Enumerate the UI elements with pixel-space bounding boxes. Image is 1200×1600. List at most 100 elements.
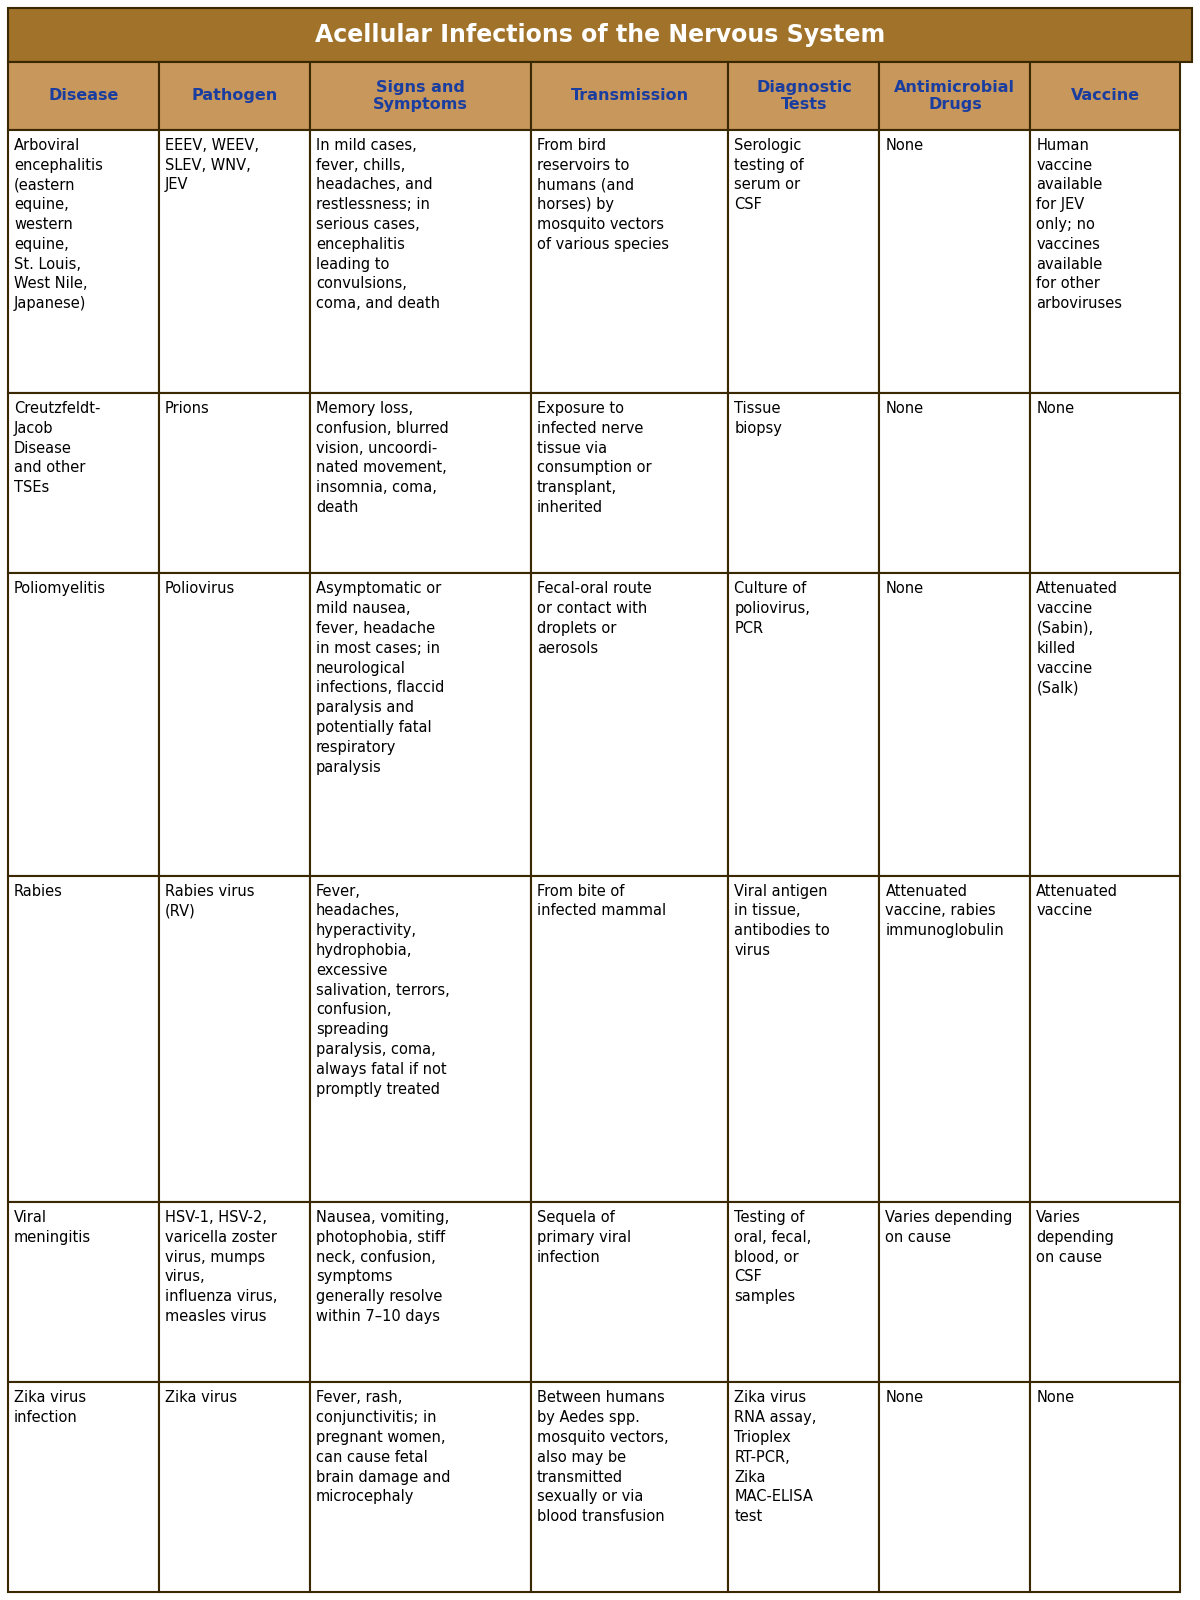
Text: Rabies virus
(RV): Rabies virus (RV) bbox=[164, 883, 254, 918]
Bar bbox=[8, 1202, 158, 1382]
Text: Fecal-oral route
or contact with
droplets or
aerosols: Fecal-oral route or contact with droplet… bbox=[536, 581, 652, 656]
Bar bbox=[728, 130, 880, 394]
Text: Viral antigen
in tissue,
antibodies to
virus: Viral antigen in tissue, antibodies to v… bbox=[734, 883, 830, 958]
Bar bbox=[158, 130, 310, 394]
Bar bbox=[310, 130, 530, 394]
Text: Varies depending
on cause: Varies depending on cause bbox=[886, 1210, 1013, 1245]
Text: Arboviral
encephalitis
(eastern
equine,
western
equine,
St. Louis,
West Nile,
Ja: Arboviral encephalitis (eastern equine, … bbox=[14, 138, 103, 312]
Bar bbox=[158, 573, 310, 875]
Text: Fever, rash,
conjunctivitis; in
pregnant women,
can cause fetal
brain damage and: Fever, rash, conjunctivitis; in pregnant… bbox=[316, 1390, 450, 1504]
Text: Testing of
oral, fecal,
blood, or
CSF
samples: Testing of oral, fecal, blood, or CSF sa… bbox=[734, 1210, 811, 1304]
Bar bbox=[158, 394, 310, 573]
Text: Nausea, vomiting,
photophobia, stiff
neck, confusion,
symptoms
generally resolve: Nausea, vomiting, photophobia, stiff nec… bbox=[316, 1210, 449, 1325]
Text: Pathogen: Pathogen bbox=[191, 88, 277, 104]
Text: Disease: Disease bbox=[48, 88, 119, 104]
Text: Zika virus: Zika virus bbox=[164, 1390, 238, 1405]
Text: Between humans
by Aedes spp.
mosquito vectors,
also may be
transmitted
sexually : Between humans by Aedes spp. mosquito ve… bbox=[536, 1390, 668, 1525]
Text: Vaccine: Vaccine bbox=[1070, 88, 1140, 104]
Text: None: None bbox=[886, 138, 924, 154]
Bar bbox=[728, 62, 880, 130]
Bar bbox=[880, 394, 1031, 573]
Bar bbox=[310, 1202, 530, 1382]
Bar bbox=[1031, 1382, 1180, 1592]
Text: Diagnostic
Tests: Diagnostic Tests bbox=[756, 80, 852, 112]
Text: Memory loss,
confusion, blurred
vision, uncoordi-
nated movement,
insomnia, coma: Memory loss, confusion, blurred vision, … bbox=[316, 402, 449, 515]
Bar bbox=[880, 1382, 1031, 1592]
Text: EEEV, WEEV,
SLEV, WNV,
JEV: EEEV, WEEV, SLEV, WNV, JEV bbox=[164, 138, 259, 192]
Bar bbox=[8, 130, 158, 394]
Bar bbox=[310, 573, 530, 875]
Bar bbox=[1031, 875, 1180, 1202]
Bar bbox=[880, 62, 1031, 130]
Text: Human
vaccine
available
for JEV
only; no
vaccines
available
for other
arboviruse: Human vaccine available for JEV only; no… bbox=[1037, 138, 1122, 312]
Text: Transmission: Transmission bbox=[570, 88, 689, 104]
Text: Attenuated
vaccine, rabies
immunoglobulin: Attenuated vaccine, rabies immunoglobuli… bbox=[886, 883, 1004, 938]
Text: None: None bbox=[886, 1390, 924, 1405]
Text: From bird
reservoirs to
humans (and
horses) by
mosquito vectors
of various speci: From bird reservoirs to humans (and hors… bbox=[536, 138, 668, 251]
Bar bbox=[158, 1202, 310, 1382]
Bar bbox=[728, 1202, 880, 1382]
Bar bbox=[310, 62, 530, 130]
Bar bbox=[310, 1382, 530, 1592]
Bar bbox=[530, 130, 728, 394]
Bar bbox=[728, 1382, 880, 1592]
Bar bbox=[8, 875, 158, 1202]
Text: Poliovirus: Poliovirus bbox=[164, 581, 235, 597]
Bar bbox=[8, 573, 158, 875]
Bar bbox=[1031, 573, 1180, 875]
Text: Fever,
headaches,
hyperactivity,
hydrophobia,
excessive
salivation, terrors,
con: Fever, headaches, hyperactivity, hydroph… bbox=[316, 883, 450, 1096]
Text: Sequela of
primary viral
infection: Sequela of primary viral infection bbox=[536, 1210, 631, 1264]
Text: Attenuated
vaccine
(Sabin),
killed
vaccine
(Salk): Attenuated vaccine (Sabin), killed vacci… bbox=[1037, 581, 1118, 696]
Text: None: None bbox=[1037, 1390, 1074, 1405]
Text: Culture of
poliovirus,
PCR: Culture of poliovirus, PCR bbox=[734, 581, 810, 635]
Bar bbox=[880, 1202, 1031, 1382]
Text: Attenuated
vaccine: Attenuated vaccine bbox=[1037, 883, 1118, 918]
Bar bbox=[530, 1202, 728, 1382]
Text: Exposure to
infected nerve
tissue via
consumption or
transplant,
inherited: Exposure to infected nerve tissue via co… bbox=[536, 402, 652, 515]
Text: In mild cases,
fever, chills,
headaches, and
restlessness; in
serious cases,
enc: In mild cases, fever, chills, headaches,… bbox=[316, 138, 440, 312]
Bar bbox=[1031, 394, 1180, 573]
Bar bbox=[880, 573, 1031, 875]
Bar bbox=[880, 875, 1031, 1202]
Text: None: None bbox=[886, 581, 924, 597]
Text: Poliomyelitis: Poliomyelitis bbox=[14, 581, 106, 597]
Text: Zika virus
RNA assay,
Trioplex
RT-PCR,
Zika
MAC-ELISA
test: Zika virus RNA assay, Trioplex RT-PCR, Z… bbox=[734, 1390, 817, 1525]
Bar bbox=[530, 62, 728, 130]
Text: Antimicrobial
Drugs: Antimicrobial Drugs bbox=[894, 80, 1015, 112]
Text: Signs and
Symptoms: Signs and Symptoms bbox=[373, 80, 468, 112]
Bar bbox=[880, 130, 1031, 394]
Text: Acellular Infections of the Nervous System: Acellular Infections of the Nervous Syst… bbox=[314, 22, 886, 46]
Text: None: None bbox=[1037, 402, 1074, 416]
Text: Prions: Prions bbox=[164, 402, 210, 416]
Text: Asymptomatic or
mild nausea,
fever, headache
in most cases; in
neurological
infe: Asymptomatic or mild nausea, fever, head… bbox=[316, 581, 444, 774]
Bar bbox=[310, 394, 530, 573]
Bar bbox=[530, 875, 728, 1202]
Bar bbox=[310, 875, 530, 1202]
Bar bbox=[728, 394, 880, 573]
Bar bbox=[8, 8, 1192, 62]
Bar bbox=[1031, 1202, 1180, 1382]
Bar bbox=[8, 394, 158, 573]
Bar bbox=[530, 394, 728, 573]
Bar bbox=[530, 1382, 728, 1592]
Text: None: None bbox=[886, 402, 924, 416]
Text: Zika virus
infection: Zika virus infection bbox=[14, 1390, 86, 1426]
Bar bbox=[1031, 130, 1180, 394]
Text: HSV-1, HSV-2,
varicella zoster
virus, mumps
virus,
influenza virus,
measles viru: HSV-1, HSV-2, varicella zoster virus, mu… bbox=[164, 1210, 277, 1325]
Text: Varies
depending
on cause: Varies depending on cause bbox=[1037, 1210, 1115, 1264]
Bar bbox=[8, 62, 158, 130]
Text: Rabies: Rabies bbox=[14, 883, 62, 899]
Bar bbox=[158, 62, 310, 130]
Bar bbox=[728, 573, 880, 875]
Bar bbox=[158, 1382, 310, 1592]
Text: Creutzfeldt-
Jacob
Disease
and other
TSEs: Creutzfeldt- Jacob Disease and other TSE… bbox=[14, 402, 101, 496]
Bar bbox=[1031, 62, 1180, 130]
Bar bbox=[728, 875, 880, 1202]
Text: From bite of
infected mammal: From bite of infected mammal bbox=[536, 883, 666, 918]
Bar bbox=[530, 573, 728, 875]
Text: Viral
meningitis: Viral meningitis bbox=[14, 1210, 91, 1245]
Text: Tissue
biopsy: Tissue biopsy bbox=[734, 402, 782, 435]
Bar bbox=[158, 875, 310, 1202]
Text: Serologic
testing of
serum or
CSF: Serologic testing of serum or CSF bbox=[734, 138, 804, 213]
Bar bbox=[8, 1382, 158, 1592]
